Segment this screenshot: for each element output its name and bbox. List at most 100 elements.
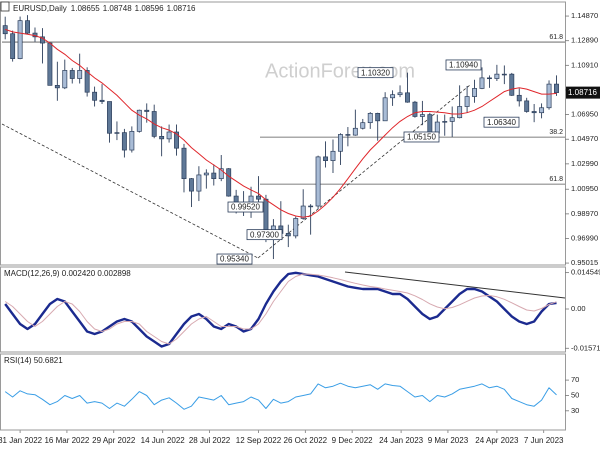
candle-body bbox=[427, 114, 433, 134]
x-tick-label: 26 Oct 2022 bbox=[284, 436, 328, 445]
price-annotation-box bbox=[246, 229, 283, 241]
candle-body bbox=[382, 97, 388, 122]
candle-body bbox=[323, 156, 328, 161]
price-annotation-box bbox=[403, 131, 440, 143]
level-label: 38.2 bbox=[549, 129, 563, 136]
price-annotation: 1.10940 bbox=[449, 61, 478, 70]
candle-body bbox=[69, 70, 75, 79]
candle-body bbox=[345, 134, 351, 136]
candle-body bbox=[442, 121, 448, 123]
candle-body bbox=[367, 112, 373, 124]
price-annotation-box bbox=[216, 253, 253, 265]
y-tick-label: 30 bbox=[571, 406, 579, 415]
y-tick-label: 70 bbox=[571, 375, 579, 384]
price-annotation: 1.05150 bbox=[407, 133, 436, 142]
high-price: 1.08748 bbox=[103, 4, 132, 13]
price-annotation: 0.95340 bbox=[220, 255, 249, 264]
candle-body bbox=[524, 100, 530, 112]
moving-average bbox=[5, 28, 557, 218]
price-annotation-box bbox=[357, 67, 394, 79]
symbol: EURUSD,Daily bbox=[13, 4, 67, 13]
candle-body bbox=[121, 132, 127, 151]
x-tick-label: 9 Dec 2022 bbox=[332, 436, 373, 445]
y-tick-label: 1.02990 bbox=[571, 159, 598, 168]
candle-body bbox=[285, 233, 291, 237]
current-price-label: 1.08716 bbox=[568, 88, 597, 97]
candle-body bbox=[337, 134, 343, 152]
x-tick-label: 12 Sep 2022 bbox=[236, 436, 282, 445]
level-label: 61.8 bbox=[549, 34, 563, 41]
x-tick-label: 29 Apr 2022 bbox=[92, 436, 136, 445]
candle-body bbox=[226, 168, 232, 197]
x-tick-label: 24 Jan 2023 bbox=[379, 436, 424, 445]
candle-body bbox=[494, 73, 500, 79]
indicator-line bbox=[4, 382, 557, 410]
candle-body bbox=[315, 156, 321, 207]
candle-body bbox=[531, 111, 537, 114]
candle-body bbox=[136, 109, 142, 132]
candle-body bbox=[293, 218, 299, 237]
candle-body bbox=[188, 178, 194, 192]
candle-body bbox=[434, 121, 440, 134]
y-tick-label: 50 bbox=[571, 390, 579, 399]
x-tick-label: 14 Jun 2022 bbox=[141, 436, 186, 445]
x-tick-label: 24 Apr 2023 bbox=[475, 436, 519, 445]
candle-body bbox=[114, 132, 120, 134]
candle-body bbox=[174, 131, 179, 149]
price-annotation-box bbox=[483, 116, 520, 128]
candle-body bbox=[47, 42, 53, 86]
front-layer: 0.99520 0.97300 0.95340 1.10320 1.05150 1.109… bbox=[2, 15, 600, 410]
y-tick-label: 1.04970 bbox=[571, 134, 598, 143]
candle-body bbox=[464, 96, 470, 107]
candle-body bbox=[92, 91, 98, 101]
level-label: 61.8 bbox=[549, 176, 563, 183]
y-tick-label: 0.98970 bbox=[571, 209, 598, 218]
candle-body bbox=[62, 70, 68, 89]
candle-body bbox=[554, 83, 559, 93]
candle-body bbox=[412, 101, 418, 117]
trend-line bbox=[1, 123, 259, 259]
open-price: 1.08655 bbox=[71, 4, 100, 13]
candle-body bbox=[390, 94, 396, 99]
panel-frame bbox=[0, 266, 566, 353]
indicator-line bbox=[4, 273, 557, 345]
macd-trend-line bbox=[344, 271, 566, 299]
y-tick-label: 1.14870 bbox=[571, 11, 598, 20]
candle-body bbox=[129, 131, 135, 151]
y-tick-label: 1.10910 bbox=[571, 60, 598, 69]
x-tick-label: 9 Mar 2023 bbox=[428, 436, 469, 445]
candle-body bbox=[501, 73, 507, 76]
panel-frame bbox=[0, 353, 566, 431]
candle-body bbox=[218, 168, 224, 180]
y-tick-label: 1.00950 bbox=[571, 184, 598, 193]
candle-body bbox=[472, 88, 477, 97]
price-annotation-box bbox=[227, 201, 264, 213]
candle-body bbox=[509, 73, 515, 96]
candle-body bbox=[203, 172, 209, 176]
candle-body bbox=[516, 94, 522, 102]
x-tick-label: 7 Jun 2023 bbox=[524, 436, 564, 445]
candle-body bbox=[375, 112, 381, 122]
price-annotation: 0.99520 bbox=[231, 203, 260, 212]
candle-body bbox=[397, 92, 403, 96]
candle-body bbox=[546, 83, 552, 109]
y-tick-label: 0.96990 bbox=[571, 233, 598, 242]
price-annotation: 1.10320 bbox=[361, 68, 390, 77]
y-tick-label: 0.95015 bbox=[571, 258, 598, 267]
candle-body bbox=[457, 106, 463, 119]
indicator-line bbox=[4, 271, 557, 348]
candle-body bbox=[308, 205, 314, 208]
x-tick-label: 31 Jan 2022 bbox=[0, 436, 43, 445]
close-price: 1.08716 bbox=[167, 4, 196, 13]
price-annotation-box bbox=[445, 59, 482, 71]
price-annotation: 1.06340 bbox=[487, 118, 516, 127]
candle-body bbox=[84, 70, 90, 93]
candle-body bbox=[159, 136, 165, 140]
panel-icon bbox=[0, 1, 10, 12]
x-tick-label: 28 Jul 2022 bbox=[189, 436, 231, 445]
candle-body bbox=[17, 20, 23, 59]
candle-body bbox=[181, 147, 187, 180]
macd-title: MACD(12,26,9) 0.002420 0.002898 bbox=[4, 269, 131, 278]
